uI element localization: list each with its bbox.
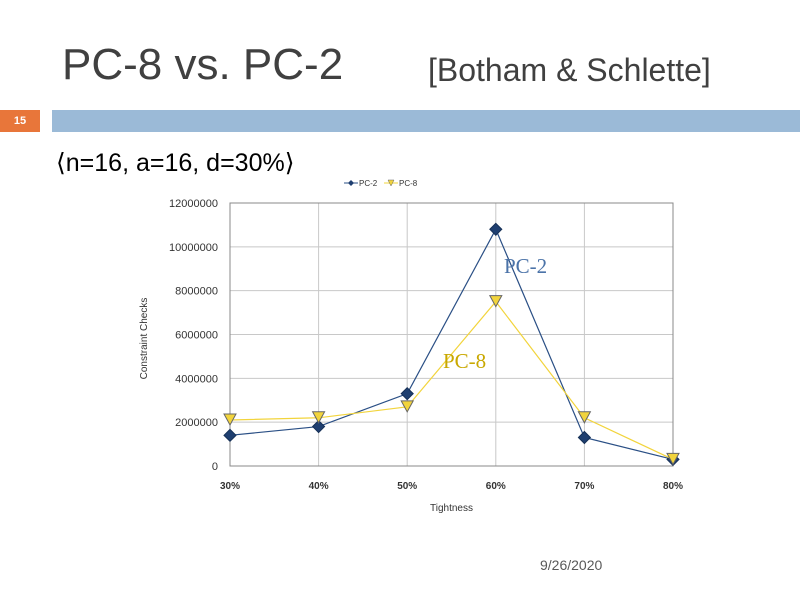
footer-date: 9/26/2020 bbox=[540, 557, 603, 573]
slide-title: PC-8 vs. PC-2 bbox=[62, 40, 344, 89]
x-tick-label: 50% bbox=[397, 481, 417, 492]
legend-label: PC-2 bbox=[359, 179, 378, 188]
data-point-pc-2 bbox=[577, 430, 592, 445]
slide-subtitle: ⟨n=16, a=16, d=30%⟩ bbox=[56, 149, 295, 177]
x-axis-label: Tightness bbox=[430, 503, 473, 514]
y-tick-label: 10000000 bbox=[169, 242, 218, 254]
plot-area: 0 2000000 4000000 6000000 8000000 10000000 120… bbox=[124, 179, 707, 520]
x-tick-label: 60% bbox=[486, 481, 506, 492]
legend-marker bbox=[348, 180, 354, 186]
slide-citation: [Botham & Schlette] bbox=[428, 52, 711, 88]
data-point-pc-8 bbox=[488, 295, 503, 308]
series-line-pc-2 bbox=[229, 227, 674, 461]
header-divider-bar bbox=[52, 110, 800, 132]
x-tick-label: 70% bbox=[574, 481, 594, 492]
series-line-pc-8 bbox=[229, 300, 674, 460]
annotation-pc2: PC-2 bbox=[504, 254, 547, 278]
data-point-pc-8 bbox=[666, 452, 680, 466]
x-tick-label: 80% bbox=[663, 481, 683, 492]
x-tick-label: 30% bbox=[220, 481, 240, 492]
data-point-pc-2 bbox=[223, 428, 237, 443]
x-tick-label: 40% bbox=[309, 481, 329, 492]
legend-marker bbox=[387, 179, 395, 187]
data-point-pc-8 bbox=[577, 411, 592, 424]
y-tick-label: 8000000 bbox=[175, 286, 218, 298]
y-tick-label: 4000000 bbox=[175, 373, 218, 385]
y-tick-label: 12000000 bbox=[169, 198, 218, 210]
data-point-pc-2 bbox=[489, 222, 503, 237]
data-point-pc-8 bbox=[311, 411, 326, 424]
annotation-pc8: PC-8 bbox=[443, 349, 486, 373]
chart-background bbox=[124, 185, 707, 520]
data-point-pc-8 bbox=[223, 413, 237, 427]
y-tick-label: 0 bbox=[212, 461, 218, 473]
y-tick-label: 2000000 bbox=[175, 417, 218, 429]
plot-frame bbox=[229, 202, 674, 467]
legend-label: PC-8 bbox=[399, 179, 418, 188]
slide-number-bar bbox=[0, 110, 40, 132]
data-point-pc-2 bbox=[400, 386, 414, 401]
data-point-pc-8 bbox=[400, 400, 415, 413]
y-axis-label: Constraint Checks bbox=[139, 298, 150, 380]
y-tick-label: 6000000 bbox=[175, 330, 218, 342]
data-point-pc-2 bbox=[311, 419, 326, 434]
slide-number: 15 bbox=[13, 115, 27, 127]
